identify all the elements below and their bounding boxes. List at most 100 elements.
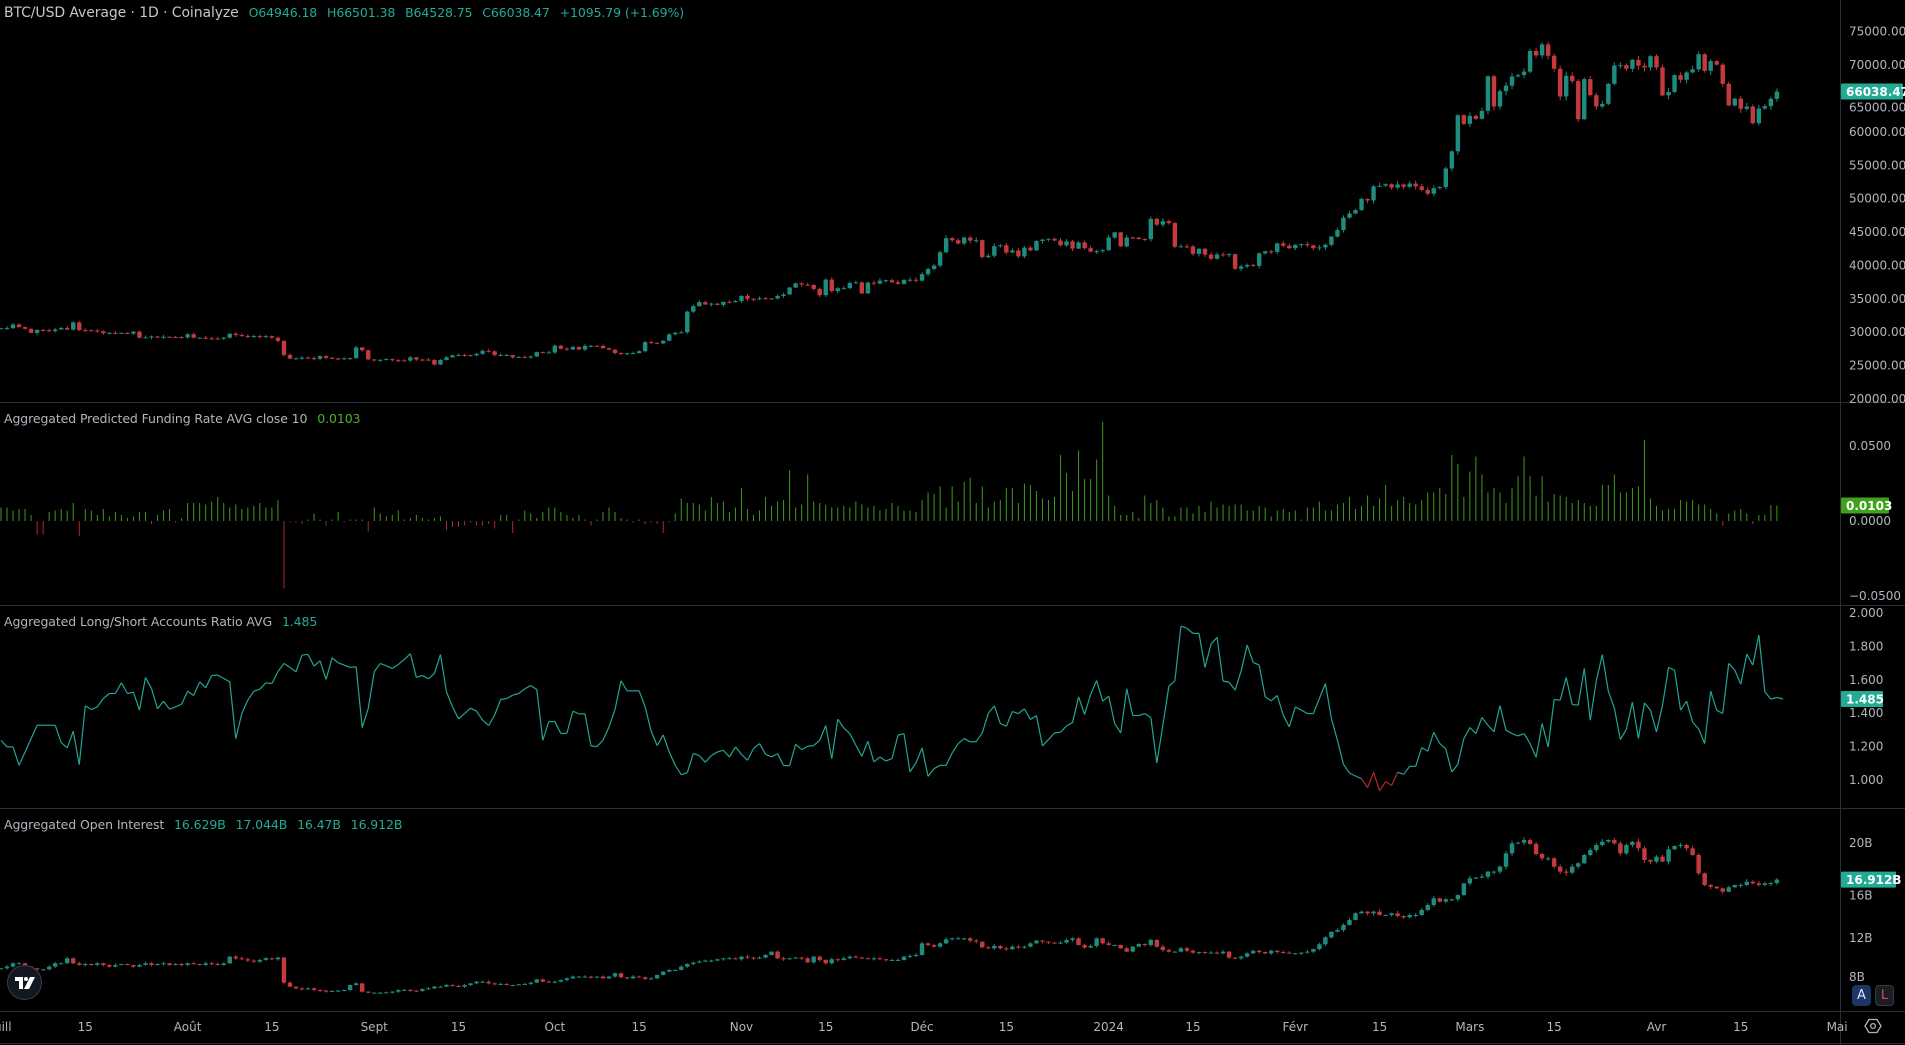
price-candle bbox=[1732, 98, 1737, 106]
ls-ratio-segment bbox=[241, 699, 249, 714]
ls-ratio-segment bbox=[1018, 708, 1025, 715]
price-candle bbox=[1281, 243, 1286, 246]
price-candle bbox=[630, 353, 636, 355]
ls-ratio-segment bbox=[193, 681, 201, 696]
ls-ratio-segment bbox=[1150, 717, 1158, 764]
price-candle bbox=[721, 301, 726, 305]
oi-candle bbox=[1311, 949, 1316, 952]
price-candle bbox=[642, 342, 648, 352]
ls-ratio-segment bbox=[1403, 765, 1411, 775]
price-candle bbox=[161, 336, 166, 338]
oi-candle bbox=[65, 958, 70, 964]
log-scale-button[interactable]: L bbox=[1875, 985, 1894, 1006]
symbol-title[interactable]: BTC/USD Average · 1D · Coinalyze bbox=[4, 5, 239, 21]
ls-ratio-segment bbox=[361, 708, 369, 728]
oi-candle bbox=[962, 938, 967, 940]
price-tick-label: 25000.00 bbox=[1849, 359, 1905, 373]
tradingview-logo[interactable] bbox=[7, 965, 42, 1000]
price-candle bbox=[197, 337, 202, 339]
time-axis[interactable]: Juill 15 Août 15 Sept 15 Oct 15 Nov 15 Déc 15 2024 15… bbox=[0, 1020, 1848, 1034]
ls-ratio-segment bbox=[416, 674, 423, 679]
oi-candle bbox=[1672, 845, 1677, 850]
price-candle bbox=[77, 322, 82, 331]
ls-ratio-segment bbox=[120, 682, 128, 694]
oi-candle bbox=[925, 943, 931, 946]
oi-candle bbox=[1046, 941, 1051, 943]
ls-title[interactable]: Aggregated Long/Short Accounts Ratio AVG bbox=[4, 614, 273, 629]
price-candle bbox=[1564, 75, 1569, 97]
time-tick-label: 15 bbox=[78, 1020, 93, 1034]
funding-tick-label: −0.0500 bbox=[1849, 589, 1901, 603]
oi-candle bbox=[185, 963, 190, 965]
oi-title[interactable]: Aggregated Open Interest bbox=[4, 817, 165, 832]
price-candle bbox=[715, 303, 720, 305]
ls-ratio-segment bbox=[277, 663, 285, 673]
ls-ratio-segment bbox=[1589, 680, 1597, 721]
price-candle bbox=[468, 355, 473, 357]
oi-candle bbox=[46, 966, 52, 970]
price-candle bbox=[1738, 98, 1743, 109]
price-candle bbox=[0, 328, 4, 330]
ls-ratio-segment bbox=[422, 674, 429, 680]
price-candle bbox=[1112, 232, 1117, 238]
ls-ratio-segment bbox=[144, 677, 153, 689]
oi-candle bbox=[606, 976, 612, 979]
price-candle bbox=[661, 340, 666, 344]
ls-ratio-segment bbox=[572, 710, 580, 715]
price-candle bbox=[564, 348, 570, 350]
price-candle bbox=[179, 337, 184, 339]
ls-ratio-segment bbox=[1559, 677, 1567, 701]
ls-ratio-segment bbox=[1607, 690, 1615, 709]
price-candle bbox=[757, 298, 762, 300]
oi-candle bbox=[10, 963, 16, 967]
ls-ratio-segment bbox=[84, 705, 92, 711]
oi-candle bbox=[16, 963, 22, 965]
oi-candle bbox=[384, 992, 389, 994]
ls-ratio-segment bbox=[1234, 670, 1242, 691]
price-candle bbox=[691, 306, 696, 312]
oi-candle bbox=[799, 957, 804, 959]
price-candle bbox=[1130, 237, 1135, 239]
oi-candle bbox=[648, 978, 654, 980]
price-candle bbox=[1034, 240, 1039, 251]
ls-ratio-segment bbox=[1541, 723, 1549, 748]
price-candle bbox=[1768, 98, 1774, 107]
oi-candle bbox=[335, 990, 341, 992]
price-candle bbox=[901, 279, 907, 284]
ls-ratio-segment bbox=[445, 691, 454, 708]
oi-candle bbox=[317, 990, 323, 992]
funding-title[interactable]: Aggregated Predicted Funding Rate AVG cl… bbox=[4, 411, 308, 426]
price-candle bbox=[1678, 75, 1683, 80]
ls-ratio-segment bbox=[1186, 627, 1194, 634]
ls-tick-label: 1.800 bbox=[1849, 639, 1883, 653]
price-candle bbox=[913, 279, 919, 281]
price-tick-label: 20000.00 bbox=[1849, 392, 1905, 406]
price-candle bbox=[323, 356, 329, 358]
price-candle bbox=[1269, 251, 1274, 253]
settings-icon[interactable] bbox=[1864, 1017, 1882, 1035]
ls-tick-label: 1.600 bbox=[1849, 673, 1883, 687]
price-candle bbox=[962, 237, 967, 244]
ls-ratio-segment bbox=[500, 697, 507, 701]
auto-scale-button[interactable]: A bbox=[1852, 985, 1871, 1006]
ls-ratio-segment bbox=[1391, 772, 1399, 786]
oi-candle bbox=[691, 962, 696, 965]
oi-candle bbox=[588, 976, 594, 978]
price-candle bbox=[667, 334, 672, 341]
price-candles bbox=[0, 41, 1780, 366]
price-axis[interactable]: 75000.00 70000.00 65000.00 60000.00 55000.00… bbox=[1849, 25, 1905, 984]
oi-candle bbox=[426, 988, 431, 990]
time-tick-label: Sept bbox=[361, 1020, 389, 1034]
ls-ratio-segment bbox=[963, 738, 971, 743]
price-candle bbox=[22, 327, 28, 329]
price-candle bbox=[968, 237, 973, 241]
oi-candle bbox=[1293, 953, 1298, 955]
oi-candle bbox=[1762, 883, 1768, 886]
oi-candle bbox=[703, 960, 708, 962]
ls-ratio-segment bbox=[1439, 743, 1447, 750]
oi-candle bbox=[77, 963, 82, 965]
price-candle bbox=[1666, 91, 1671, 96]
oi-candle bbox=[1238, 956, 1244, 959]
ls-ratio-segment bbox=[175, 703, 182, 708]
